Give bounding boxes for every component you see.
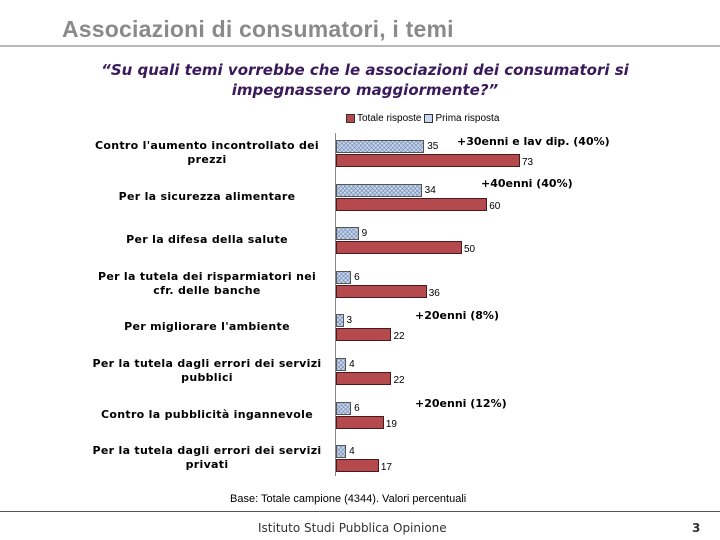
annotation-label: +20enni (12%) [415,396,507,410]
bar-totale-risposte [336,372,392,385]
page-number: 3 [692,521,701,535]
bar-totale-risposte [336,197,488,211]
category-label: Per la sicurezza alimentare [118,189,296,203]
value-label-totale: 19 [385,418,397,430]
value-label-prima: 4 [349,446,355,458]
value-label-prima: 6 [354,402,360,414]
annotation-label: +30enni e lav dip. (40%) [457,135,610,148]
value-label-prima: 3 [346,315,353,327]
value-label-totale: 60 [489,200,501,212]
slide-title: Associazioni di consumatori, i temi [62,16,454,42]
value-label-prima: 9 [361,228,368,240]
value-label-totale: 36 [428,287,440,299]
legend-label-prima: Prima risposta [435,113,500,124]
value-label-prima: 35 [427,141,439,152]
category-label: Contro la pubblicità ingannevole [101,407,313,421]
legend-swatch-prima [424,114,434,123]
value-label-prima: 34 [424,184,436,196]
value-label-totale: 22 [393,375,405,386]
bar-prima-risposta [336,227,359,241]
legend-swatch-totale [346,114,355,123]
bar-prima-risposta [336,183,422,197]
bar-totale-risposte [336,154,520,167]
annotation-label: +40enni (40%) [481,176,573,190]
value-label-totale: 22 [393,331,405,343]
category-label: Per la tutela dagli errori dei servizi p… [92,357,322,384]
footer-text: Istituto Studi Pubblica Opinione [258,521,447,535]
chart-axis [335,133,336,476]
bar-prima-risposta [336,358,347,371]
value-label-totale: 73 [521,157,534,168]
survey-question: “Su quali temi vorrebbe che le associazi… [101,61,629,99]
bar-prima-risposta [336,401,352,415]
bar-totale-risposte [336,328,392,342]
value-label-totale: 17 [380,462,392,474]
category-label: Per la tutela dagli errori dei servizi p… [92,444,322,472]
bar-totale-risposte [336,241,462,255]
bar-prima-risposta [336,140,425,153]
chart-legend: Totale risposte Prima risposta [346,113,502,124]
category-label: Per la tutela dei risparmiatori nei cfr.… [97,269,317,297]
annotation-label: +20enni (8%) [415,309,499,323]
bar-prima-risposta [336,445,347,459]
title-rule [0,45,720,47]
bar-prima-risposta [336,314,344,328]
bar-totale-risposte [336,284,427,298]
value-label-prima: 6 [354,271,360,283]
footnote: Base: Totale campione (4344). Valori per… [230,493,467,505]
footer-rule [0,511,720,512]
bar-totale-risposte [336,415,384,429]
value-label-totale: 50 [464,244,476,256]
legend-item-totale: Totale risposte [346,113,421,124]
value-label-prima: 4 [349,359,355,370]
category-label: Per migliorare l'ambiente [124,320,290,334]
legend-label-totale: Totale risposte [357,113,422,124]
bar-prima-risposta [336,270,352,284]
category-label: Per la difesa della salute [126,233,288,247]
bar-totale-risposte [336,459,379,473]
legend-item-prima: Prima risposta [424,113,499,124]
category-label: Contro l'aumento incontrollato dei prezz… [95,139,319,166]
